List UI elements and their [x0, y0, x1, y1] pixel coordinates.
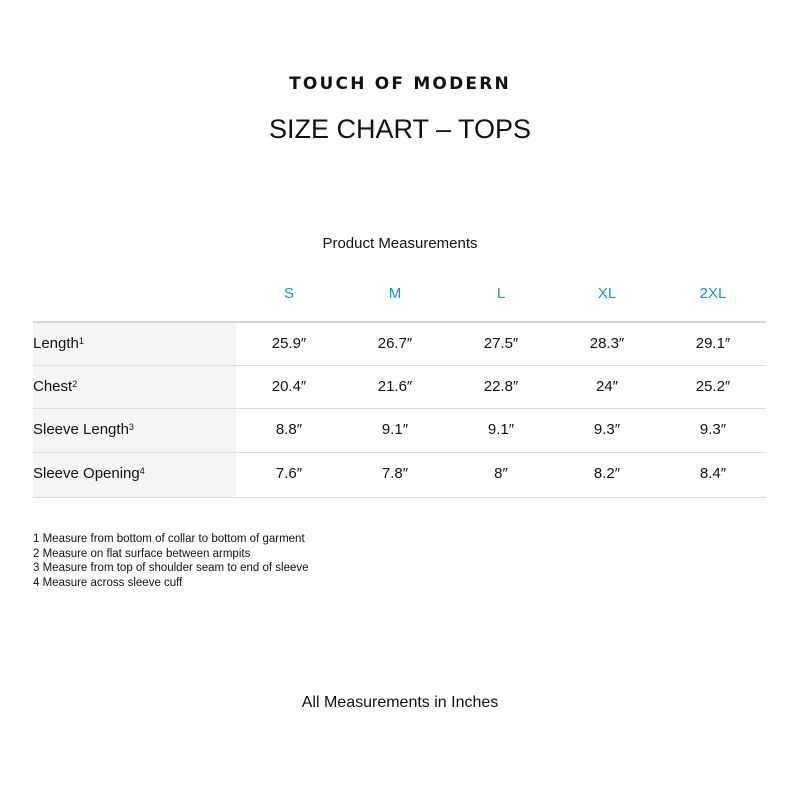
- measurement-cell: 26.7″: [377, 335, 413, 352]
- measurement-cell: 22.8″: [483, 378, 519, 395]
- table-row: Chest2 20.4″ 21.6″ 22.8″ 24″ 25.2″: [33, 365, 766, 408]
- size-header: 2XL: [699, 285, 727, 302]
- row-divider: [33, 452, 766, 453]
- row-divider: [33, 365, 766, 366]
- measurement-cell: 27.5″: [483, 335, 519, 352]
- measurement-cell: 25.2″: [695, 378, 731, 395]
- measurement-cell: 9.1″: [381, 421, 409, 438]
- measurement-cell: 9.3″: [593, 421, 621, 438]
- row-label-text: Chest: [33, 378, 73, 395]
- table-row: Sleeve Opening4 7.6″ 7.8″ 8″ 8.2″ 8.4″: [33, 452, 766, 495]
- measurement-cell: 7.6″: [275, 465, 303, 482]
- page-title: SIZE CHART – TOPS: [268, 114, 532, 144]
- measurement-cell: 24″: [596, 378, 618, 395]
- table-row: Length1 25.9″ 26.7″ 27.5″ 28.3″ 29.1″: [33, 322, 766, 365]
- measurement-cell: 21.6″: [377, 378, 413, 395]
- size-header: L: [496, 285, 506, 302]
- row-divider: [33, 497, 766, 498]
- size-header: M: [388, 285, 402, 302]
- footnote: 3 Measure from top of shoulder seam to e…: [33, 562, 309, 574]
- footnote-marker: 2: [72, 379, 78, 389]
- row-label: Sleeve Opening4: [33, 465, 145, 482]
- measurement-cell: 8.2″: [593, 465, 621, 482]
- size-header: S: [283, 285, 294, 302]
- measurement-cell: 9.3″: [699, 421, 727, 438]
- header-divider: [33, 321, 766, 323]
- measurement-cell: 28.3″: [589, 335, 625, 352]
- footnote-marker: 4: [139, 466, 145, 476]
- table-caption: Product Measurements: [322, 235, 478, 252]
- footnote: 1 Measure from bottom of collar to botto…: [33, 533, 305, 545]
- measurement-cell: 8.8″: [275, 421, 303, 438]
- measurement-cell: 9.1″: [487, 421, 515, 438]
- size-header: XL: [597, 285, 617, 302]
- measurement-cell: 8.4″: [699, 465, 727, 482]
- row-label: Length1: [33, 335, 84, 352]
- row-label: Chest2: [33, 378, 77, 395]
- measurement-cell: 20.4″: [271, 378, 307, 395]
- row-label-text: Sleeve Length: [33, 421, 129, 438]
- footnote-marker: 1: [78, 336, 84, 346]
- units-note: All Measurements in Inches: [301, 694, 499, 711]
- measurement-cell: 25.9″: [271, 335, 307, 352]
- footnote: 2 Measure on flat surface between armpit…: [33, 547, 251, 560]
- footnote: 4 Measure across sleeve cuff: [33, 576, 183, 589]
- label-column-bg: [33, 322, 236, 497]
- brand-logo: TOUCH OF MODERN: [289, 74, 511, 94]
- measurement-cell: 8″: [494, 465, 508, 482]
- measurement-cell: 29.1″: [695, 335, 731, 352]
- row-label-text: Sleeve Opening: [33, 465, 140, 482]
- row-divider: [33, 408, 766, 409]
- row-label-text: Length: [33, 335, 79, 352]
- footnotes: 1 Measure from bottom of collar to botto…: [33, 532, 309, 590]
- footnote-marker: 3: [128, 422, 134, 432]
- row-label: Sleeve Length3: [33, 421, 134, 438]
- table-row: Sleeve Length3 8.8″ 9.1″ 9.1″ 9.3″ 9.3″: [33, 408, 766, 451]
- measurement-cell: 7.8″: [381, 465, 409, 482]
